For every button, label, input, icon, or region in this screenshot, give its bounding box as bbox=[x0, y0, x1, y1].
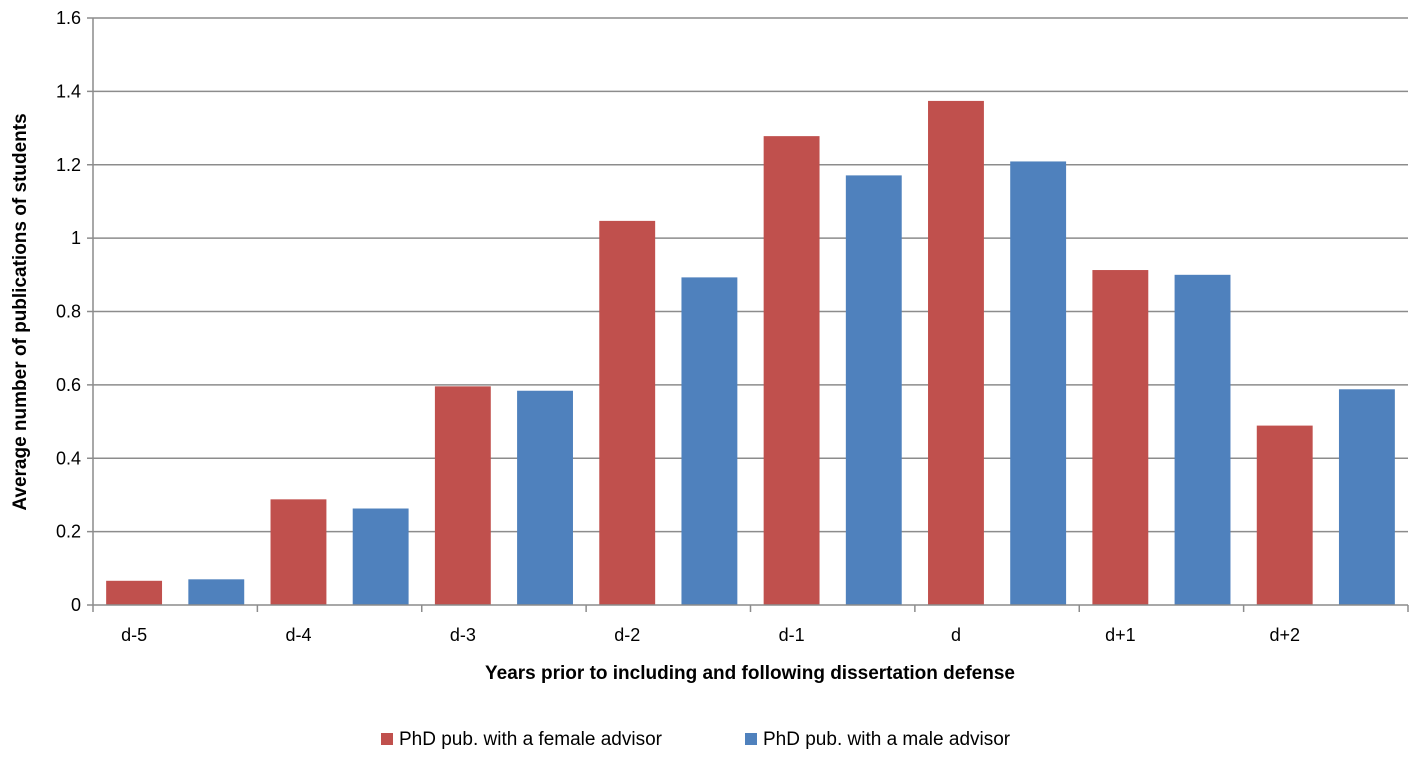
x-tick-label: d-5 bbox=[121, 625, 147, 645]
bar-male-d-4 bbox=[352, 508, 409, 605]
bar-female-d bbox=[928, 100, 984, 605]
y-tick-label: 0.8 bbox=[56, 302, 81, 322]
y-tick-label: 1.2 bbox=[56, 155, 81, 175]
bar-female-d-5 bbox=[106, 580, 163, 605]
bar-male-d-2 bbox=[681, 277, 738, 605]
y-tick-label: 1 bbox=[71, 228, 81, 248]
y-tick-label: 1.4 bbox=[56, 81, 81, 101]
legend-swatch bbox=[745, 733, 757, 745]
bar-female-d-1 bbox=[763, 136, 820, 606]
bars bbox=[106, 100, 1395, 606]
x-axis-title: Years prior to including and following d… bbox=[485, 663, 1015, 684]
x-tick-label: d-4 bbox=[285, 625, 311, 645]
x-tick-label: d+2 bbox=[1269, 625, 1300, 645]
bar-male-d+2 bbox=[1338, 389, 1395, 605]
bar-male-d-1 bbox=[845, 175, 902, 605]
bar-female-d+2 bbox=[1256, 425, 1313, 605]
y-tick-label: 1.6 bbox=[56, 8, 81, 28]
bar-male-d+1 bbox=[1174, 274, 1231, 605]
bar-female-d-2 bbox=[599, 220, 656, 605]
y-tick-label: 0.6 bbox=[56, 375, 81, 395]
y-tick-label: 0 bbox=[71, 595, 81, 615]
bar-female-d+1 bbox=[1092, 270, 1149, 605]
y-tick-labels: 0 0.2 0.4 0.6 0.8 1 1.2 1.4 1.6 bbox=[56, 8, 81, 615]
y-axis-title: Average number of publications of studen… bbox=[10, 113, 31, 510]
y-tick-label: 0.2 bbox=[56, 522, 81, 542]
x-tick-label: d-1 bbox=[779, 625, 805, 645]
legend-label: PhD pub. with a female advisor bbox=[399, 729, 663, 750]
x-tick-label: d-2 bbox=[614, 625, 640, 645]
bar-male-d bbox=[1010, 161, 1067, 605]
legend-swatch bbox=[381, 733, 393, 745]
gridlines bbox=[93, 17, 1408, 533]
bar-male-d-3 bbox=[517, 390, 573, 605]
x-tick-label: d-3 bbox=[450, 625, 476, 645]
bar-male-d-5 bbox=[188, 579, 245, 605]
x-tick-label: d+1 bbox=[1105, 625, 1136, 645]
y-tick-label: 0.4 bbox=[56, 448, 81, 468]
axes bbox=[87, 17, 1409, 612]
x-tick-labels: d-5 d-4 d-3 d-2 d-1 d d+1 d+2 bbox=[121, 625, 1300, 645]
x-tick-label: d bbox=[951, 625, 961, 645]
bar-female-d-4 bbox=[270, 499, 327, 605]
bar-female-d-3 bbox=[434, 386, 491, 605]
legend-label: PhD pub. with a male advisor bbox=[763, 729, 1011, 750]
legend: PhD pub. with a female advisor PhD pub. w… bbox=[381, 729, 1011, 750]
